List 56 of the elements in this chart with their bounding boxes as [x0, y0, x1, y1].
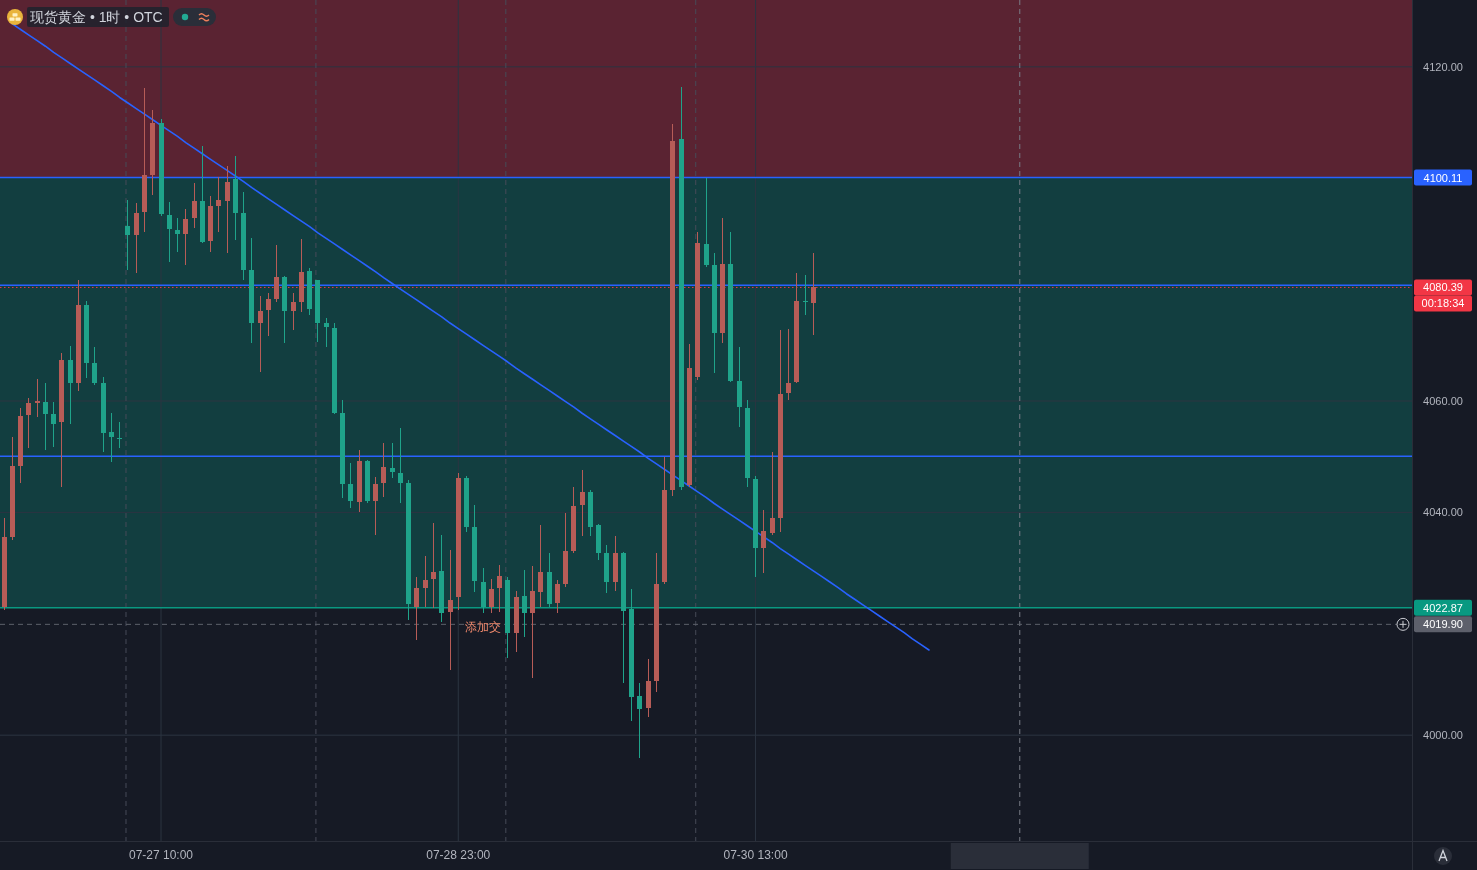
candlestick: [324, 317, 329, 348]
candlestick: [348, 462, 353, 509]
x-tick-label: 07-27 10:00: [128, 848, 194, 862]
candlestick: [134, 202, 139, 274]
candlestick: [538, 524, 543, 608]
candlestick: [167, 201, 172, 263]
ref-line-label: 4022.87: [1423, 601, 1463, 614]
candlestick: [423, 555, 428, 608]
candlestick: [109, 412, 114, 463]
candlestick: [26, 397, 31, 449]
candlestick: [92, 346, 97, 386]
x-tick-label: 07-28 23:00: [426, 848, 491, 862]
candlestick: [761, 509, 766, 574]
candlestick: [381, 442, 386, 498]
y-tick-label: 4120.00: [1423, 60, 1463, 73]
candlestick: [225, 165, 230, 254]
annotation: 添加交: [464, 620, 501, 635]
y-tick-label: 4000.00: [1423, 729, 1463, 742]
x-tick-label: 07-30 13:00: [723, 848, 788, 862]
text: 00:18:34: [1421, 297, 1465, 310]
candlestick: [431, 522, 436, 609]
candlestick: [398, 427, 403, 504]
candlestick: [291, 292, 296, 331]
candlestick: [274, 244, 279, 303]
ref-line-label: 4019.90: [1423, 618, 1463, 631]
candlestick: [192, 182, 197, 229]
candlestick: [51, 401, 56, 448]
candlestick: [414, 576, 419, 641]
candlestick: [811, 252, 816, 336]
text: 现货黄金 • 1时 • OTC: [30, 9, 163, 25]
candlestick: [125, 199, 130, 271]
candlestick: [43, 382, 48, 451]
y-tick-label: 4040.00: [1423, 506, 1463, 519]
candlestick: [637, 682, 642, 759]
candlestick: [216, 176, 221, 233]
y-tick-label: 4060.00: [1423, 395, 1463, 408]
candlestick: [448, 549, 453, 671]
ref-line-label: 4100.11: [1423, 171, 1463, 184]
candlestick: [373, 476, 378, 536]
candlestick: [530, 565, 535, 679]
candlestick: [555, 579, 560, 614]
candlestick: [786, 328, 791, 401]
candlestick: [497, 564, 502, 613]
candlestick: [770, 451, 775, 536]
candlestick: [183, 208, 188, 266]
candlestick: [390, 442, 395, 479]
candlestick: [68, 345, 73, 425]
ref-line-label: 4080.39: [1423, 281, 1463, 294]
candlestick: [489, 578, 494, 614]
candlestick: [35, 378, 40, 418]
candlestick: [266, 292, 271, 337]
candlestick: [580, 469, 585, 537]
candlestick: [522, 569, 527, 638]
candlestick: [258, 295, 263, 373]
candlestick: [704, 177, 709, 268]
candlestick: [175, 217, 180, 253]
